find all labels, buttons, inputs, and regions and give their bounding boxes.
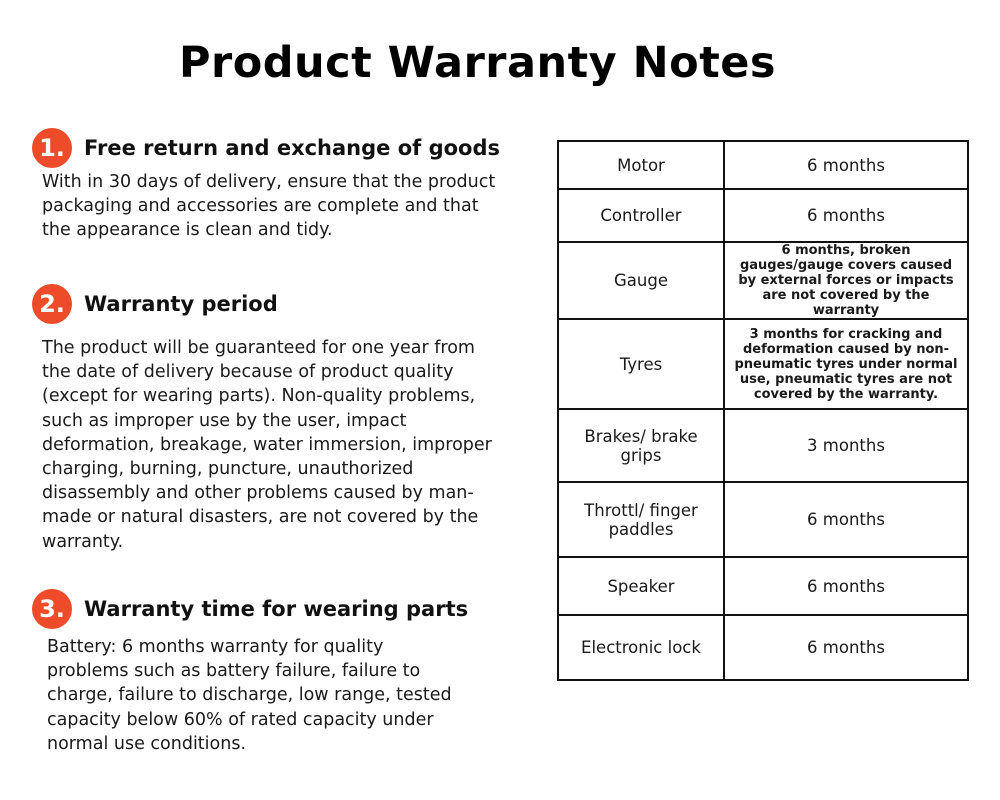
page-title: Product Warranty Notes bbox=[178, 38, 777, 88]
number-badge: 2. bbox=[32, 284, 72, 324]
number-badge: 1. bbox=[32, 128, 72, 168]
part-cell: Throttl/ finger paddles bbox=[557, 481, 725, 558]
part-cell: Motor bbox=[557, 140, 725, 190]
warranty-cell: 6 months, broken gauges/gauge covers cau… bbox=[723, 241, 969, 320]
part-cell: Tyres bbox=[557, 318, 725, 410]
section-heading: Warranty time for wearing parts bbox=[84, 597, 469, 621]
warranty-cell: 6 months bbox=[723, 481, 969, 558]
table-row: Speaker 6 months bbox=[557, 556, 969, 616]
table-row: Motor 6 months bbox=[557, 140, 969, 190]
table-row: Brakes/ brake grips 3 months bbox=[557, 408, 969, 483]
section-body: Battery: 6 months warranty for quality p… bbox=[47, 637, 452, 754]
table-row: Gauge 6 months, broken gauges/gauge cover… bbox=[557, 241, 969, 320]
part-cell: Controller bbox=[557, 188, 725, 243]
warranty-cell: 6 months bbox=[723, 140, 969, 190]
number-badge: 3. bbox=[32, 589, 72, 629]
part-cell: Electronic lock bbox=[557, 614, 725, 681]
part-cell: Speaker bbox=[557, 556, 725, 616]
table-row: Electronic lock 6 months bbox=[557, 614, 969, 681]
table-row: Throttl/ finger paddles 6 months bbox=[557, 481, 969, 558]
section-heading: Warranty period bbox=[84, 292, 278, 316]
section-body: With in 30 days of delivery, ensure that… bbox=[42, 172, 496, 241]
table-row: Controller 6 months bbox=[557, 188, 969, 243]
warranty-table: Motor 6 months Controller 6 months Gauge 6 mo… bbox=[557, 140, 969, 681]
section-warranty-period: 2. Warranty period The product will be gu… bbox=[32, 284, 502, 554]
warranty-cell: 6 months bbox=[723, 614, 969, 681]
section-wearing-parts: 3. Warranty time for wearing parts Batter… bbox=[32, 589, 512, 756]
part-cell: Brakes/ brake grips bbox=[557, 408, 725, 483]
section-heading: Free return and exchange of goods bbox=[84, 136, 501, 160]
section-body: The product will be guaranteed for one y… bbox=[42, 338, 492, 552]
table-row: Tyres 3 months for cracking and deformati… bbox=[557, 318, 969, 410]
warranty-cell: 6 months bbox=[723, 556, 969, 616]
warranty-cell: 3 months bbox=[723, 408, 969, 483]
part-cell: Gauge bbox=[557, 241, 725, 320]
warranty-cell: 6 months bbox=[723, 188, 969, 243]
section-free-return: 1. Free return and exchange of goods With… bbox=[32, 128, 532, 243]
warranty-cell: 3 months for cracking and deformation ca… bbox=[723, 318, 969, 410]
